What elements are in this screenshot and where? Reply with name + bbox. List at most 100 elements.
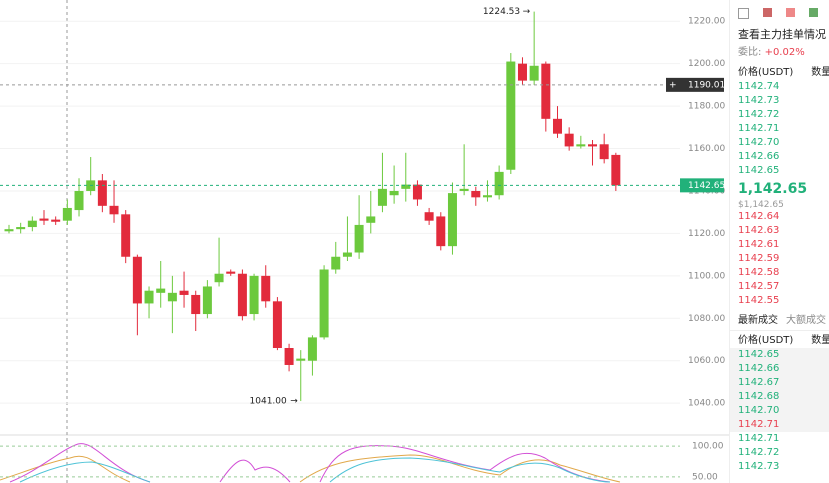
max-label: 1224.53 <box>483 7 520 17</box>
price-header: 价格(USDT) <box>738 335 794 346</box>
price-row: 1142.68 <box>730 390 829 404</box>
candle-body <box>4 229 14 232</box>
candle-body <box>517 63 527 81</box>
icon[interactable] <box>809 8 818 17</box>
candle-body <box>494 171 504 196</box>
candle-body <box>529 65 539 81</box>
indicator-line <box>19 461 151 483</box>
candle-body <box>237 273 247 317</box>
candle-body <box>167 292 177 302</box>
chart: 1220.001200.001180.001160.001140.001120.… <box>0 0 729 483</box>
price-row: 1142.73 <box>738 461 780 472</box>
indicator-line <box>299 454 621 483</box>
price-row: 1142.61 <box>738 239 780 250</box>
candle-body <box>132 256 142 304</box>
y-tick-label: 1060.00 <box>688 356 725 366</box>
price-row: 1142.64 <box>738 211 780 222</box>
qty-header: 数量 <box>811 67 829 78</box>
tab[interactable]: 大额成交 <box>786 315 826 326</box>
price-tag-bg <box>680 178 724 193</box>
price-tag: 1190.01 <box>688 80 725 90</box>
candle-body <box>342 252 352 257</box>
y-tick-label: 1220.00 <box>688 17 725 27</box>
price-row: 1142.74 <box>738 81 780 92</box>
y-tick-label: 1100.00 <box>688 271 725 281</box>
price-row: 1142.67 <box>730 376 829 390</box>
qty-header: 数量 <box>811 335 829 346</box>
candle-body <box>401 184 411 189</box>
price-row: 1142.65 <box>730 348 829 362</box>
header: 价格(USDT) 数量 <box>730 66 829 80</box>
candle-body <box>272 301 282 348</box>
y-tick-label: 50.00 <box>692 472 718 482</box>
y-tick-label: 1080.00 <box>688 314 725 324</box>
candle-body <box>576 144 586 147</box>
candle-body <box>436 216 446 247</box>
depth-link[interactable]: 查看主力挂单情况 > <box>738 28 829 41</box>
candle-body <box>564 133 574 147</box>
candle-body <box>62 207 72 221</box>
candle-body <box>377 188 387 206</box>
candle-body <box>97 180 107 206</box>
candle-body <box>319 269 329 338</box>
asks: 1142.74 1142.73 1142.72 1142.71 1142.70 1142.… <box>730 80 829 178</box>
candle-body <box>202 286 212 315</box>
indicator-line <box>329 457 611 483</box>
candle-body <box>459 188 469 191</box>
candle-body <box>121 214 131 257</box>
min-label: 1041.00 <box>250 397 287 407</box>
trades: 1142.65 1142.66 1142.67 1142.68 1142.70 1142.… <box>730 348 829 474</box>
price-row: 1142.58 <box>738 267 780 278</box>
tab[interactable]: 最新成交 <box>738 315 778 326</box>
price-row: 1142.65 <box>738 165 780 176</box>
y-tick-label: 1040.00 <box>688 399 725 409</box>
price-row: 1142.55 <box>738 295 780 306</box>
bids: 1142.64 1142.63 1142.61 1142.59 1142.58 1142.… <box>730 210 829 308</box>
y-tick-label: 100.00 <box>692 442 724 452</box>
candle-body <box>541 63 551 119</box>
candle-body <box>424 212 434 221</box>
candle-body <box>471 190 481 198</box>
price-row: 1142.72 <box>738 447 780 458</box>
ratio-value: +0.02% <box>764 47 805 58</box>
price-tag-bg <box>666 77 724 92</box>
indicator-line <box>219 459 291 483</box>
candle-body <box>552 118 562 134</box>
indicator-line <box>9 443 151 483</box>
candle-body <box>284 348 294 365</box>
plus: + <box>669 80 677 90</box>
candle-body <box>261 275 271 302</box>
indicator-line <box>0 455 131 483</box>
price-row: 1142.63 <box>738 225 780 236</box>
candle-body <box>307 337 317 361</box>
icon[interactable] <box>786 8 795 17</box>
ratio-label: 委比: <box>738 47 762 58</box>
candle-body <box>109 205 119 215</box>
tabs: 最新成交 大额成交 <box>730 312 829 331</box>
icon[interactable] <box>763 8 772 17</box>
price-row: 1142.73 <box>738 95 780 106</box>
candle-body <box>447 193 457 247</box>
candle-body <box>599 144 609 160</box>
price-row: 1142.70 <box>730 404 829 418</box>
candle-body <box>226 271 236 274</box>
header: 价格(USDT) 数量 <box>730 334 829 348</box>
candle-body <box>506 61 516 170</box>
arrow: → <box>523 7 531 17</box>
candle-body <box>354 224 364 253</box>
candle-body <box>191 294 201 315</box>
candle-body <box>611 154 621 186</box>
order-panel: 查看主力挂单情况 > 委比: +0.02% 价格(USDT) 数量 1142.74… <box>729 0 829 483</box>
candle-body <box>74 190 84 211</box>
y-tick-label: 1200.00 <box>688 59 725 69</box>
candle-body <box>156 288 166 293</box>
candle-body <box>51 219 61 222</box>
y-tick-label: 1120.00 <box>688 229 725 239</box>
price-row: 1142.66 <box>738 151 780 162</box>
candle-body <box>249 275 259 315</box>
candle-body <box>179 290 189 295</box>
icon[interactable] <box>738 8 749 19</box>
candle-body <box>412 184 422 200</box>
price-row: 1142.59 <box>738 253 780 264</box>
